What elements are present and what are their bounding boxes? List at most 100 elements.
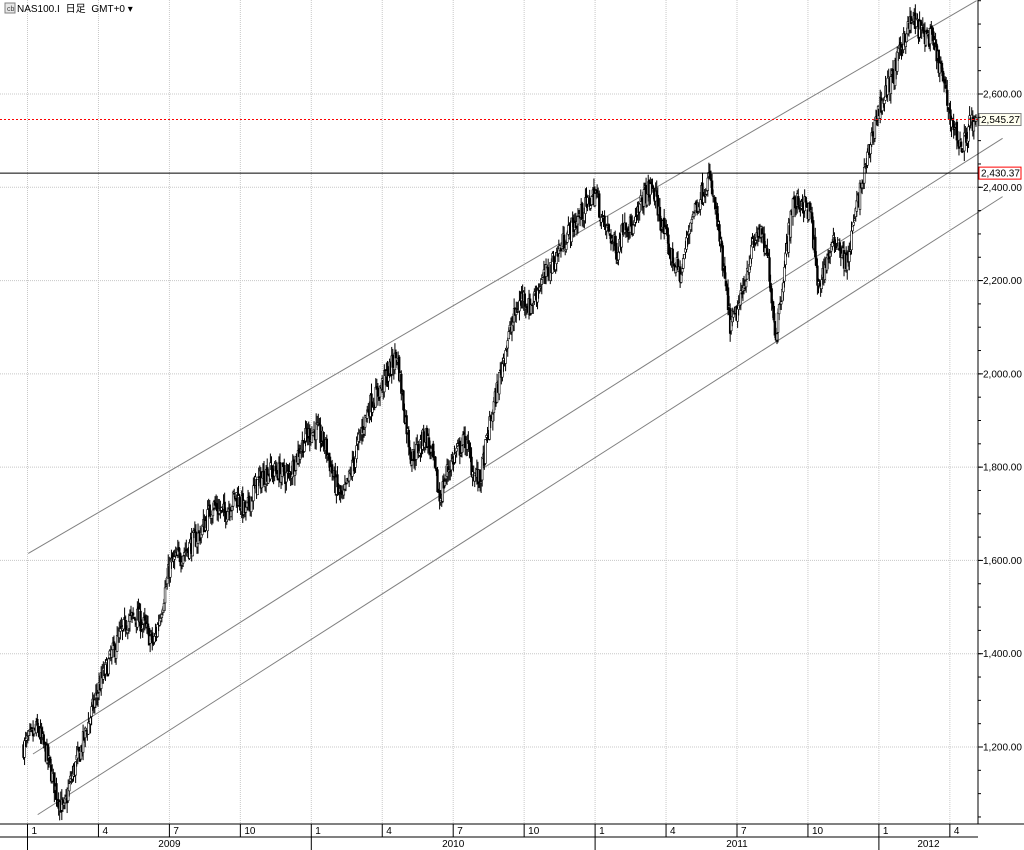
candle-body <box>682 257 685 269</box>
candle-body <box>314 422 318 441</box>
candle-body <box>484 439 487 464</box>
candle-body <box>275 470 278 475</box>
candle-body <box>607 224 611 232</box>
x-month-label: 10 <box>528 826 540 837</box>
candle-body <box>303 442 306 452</box>
candle-body <box>886 77 889 96</box>
candle-body <box>455 447 458 452</box>
candle-body <box>355 445 358 460</box>
candle-body <box>680 274 683 283</box>
candle-body <box>546 267 550 277</box>
candle-body <box>766 248 769 257</box>
candle-body <box>68 783 71 792</box>
candle-body <box>107 658 110 675</box>
x-month-label: 1 <box>599 826 605 837</box>
candle-body <box>458 440 462 456</box>
y-tick-label: 2,000.00 <box>983 369 1022 380</box>
chart-symbol-icon-glyph: cb <box>7 6 15 13</box>
x-month-label: 4 <box>670 826 676 837</box>
candle-body <box>690 219 694 224</box>
timezone-label: GMT+0 <box>91 4 125 15</box>
candle-body <box>160 614 164 618</box>
candle-body <box>42 734 45 745</box>
candle-body <box>400 373 403 394</box>
candle-body <box>36 718 39 726</box>
candle-body <box>173 556 176 560</box>
candle-body <box>540 279 543 285</box>
candle-body <box>432 443 435 458</box>
price-axis[interactable]: 1,200.00 1,400.00 1,600.00 1,800.00 2,000.00… <box>977 0 1022 824</box>
candle-body <box>308 428 311 443</box>
symbol-label: NAS100.I <box>17 4 60 15</box>
candle-body <box>710 180 714 195</box>
candle-body <box>415 443 418 460</box>
candle-body <box>53 772 56 794</box>
candle-body <box>247 495 251 507</box>
x-year-label: 2010 <box>442 839 465 850</box>
candle-body <box>151 632 154 643</box>
candle-body <box>706 177 710 191</box>
candle-body <box>723 265 727 279</box>
candle-body <box>256 479 259 496</box>
x-year-label: 2009 <box>158 839 181 850</box>
candle-body <box>122 619 125 630</box>
x-month-label: 10 <box>812 826 824 837</box>
candle-body <box>208 504 211 517</box>
candle-body <box>863 166 866 184</box>
candle-body <box>260 477 264 489</box>
svg-text:NAS100.I 日足 GMT+0: NAS100.I 日足 GMT+0 ▾ <box>17 3 133 15</box>
candle-body <box>90 706 93 717</box>
x-month-label: 4 <box>386 826 392 837</box>
channel-line <box>37 196 1003 816</box>
candle-body <box>211 509 215 517</box>
candle-body <box>598 193 601 218</box>
candle-body <box>589 205 592 209</box>
candle-body <box>405 415 408 435</box>
candle-body <box>436 469 439 493</box>
candle-body <box>87 722 90 735</box>
candle-body <box>134 618 137 621</box>
grid <box>0 0 978 824</box>
chart-header[interactable]: cb NAS100.I 日足 GMT+0 ▾ <box>4 2 133 15</box>
price-level-tag <box>978 166 1022 180</box>
candle-body <box>615 242 618 260</box>
candle-body <box>638 203 641 213</box>
candle-body <box>789 210 793 238</box>
candle-body <box>783 266 786 282</box>
candle-body <box>603 215 606 226</box>
candle-body <box>772 305 775 321</box>
candle-body <box>231 491 235 507</box>
candle-body <box>624 222 628 231</box>
candle-body <box>74 761 77 776</box>
price-level-tag <box>978 113 1022 127</box>
candle-body <box>55 783 58 801</box>
chevron-down-icon[interactable]: ▾ <box>128 4 133 15</box>
x-month-label: 7 <box>741 826 747 837</box>
candle-body <box>632 224 635 234</box>
candle-body <box>565 244 568 250</box>
x-month-label: 1 <box>32 826 38 837</box>
candle-body <box>374 386 377 408</box>
chart-symbol-icon[interactable] <box>4 2 16 14</box>
candle-body <box>506 340 509 349</box>
candle-body <box>146 623 150 628</box>
y-tick-label: 2,200.00 <box>983 276 1022 287</box>
candle-body <box>330 464 334 474</box>
candle-body <box>342 489 346 496</box>
candle-body <box>77 746 81 752</box>
timeframe-label: 日足 <box>66 3 86 15</box>
time-axis[interactable]: 1 4 7 10 1 4 7 10 1 4 7 10 1 4 2009 2010 2011 2012 <box>0 823 1024 850</box>
candle-body <box>963 132 966 152</box>
candle-body <box>642 189 646 207</box>
candle-body <box>704 194 707 197</box>
x-month-label: 4 <box>102 826 108 837</box>
channel-line <box>27 0 977 554</box>
candle-body <box>671 248 674 264</box>
candle-body <box>851 226 854 232</box>
candle-body <box>744 280 748 288</box>
y-tick-label: 1,200.00 <box>983 743 1022 754</box>
x-month-label: 10 <box>244 826 256 837</box>
y-tick-label: 1,800.00 <box>983 463 1022 474</box>
candle-body <box>336 474 339 488</box>
